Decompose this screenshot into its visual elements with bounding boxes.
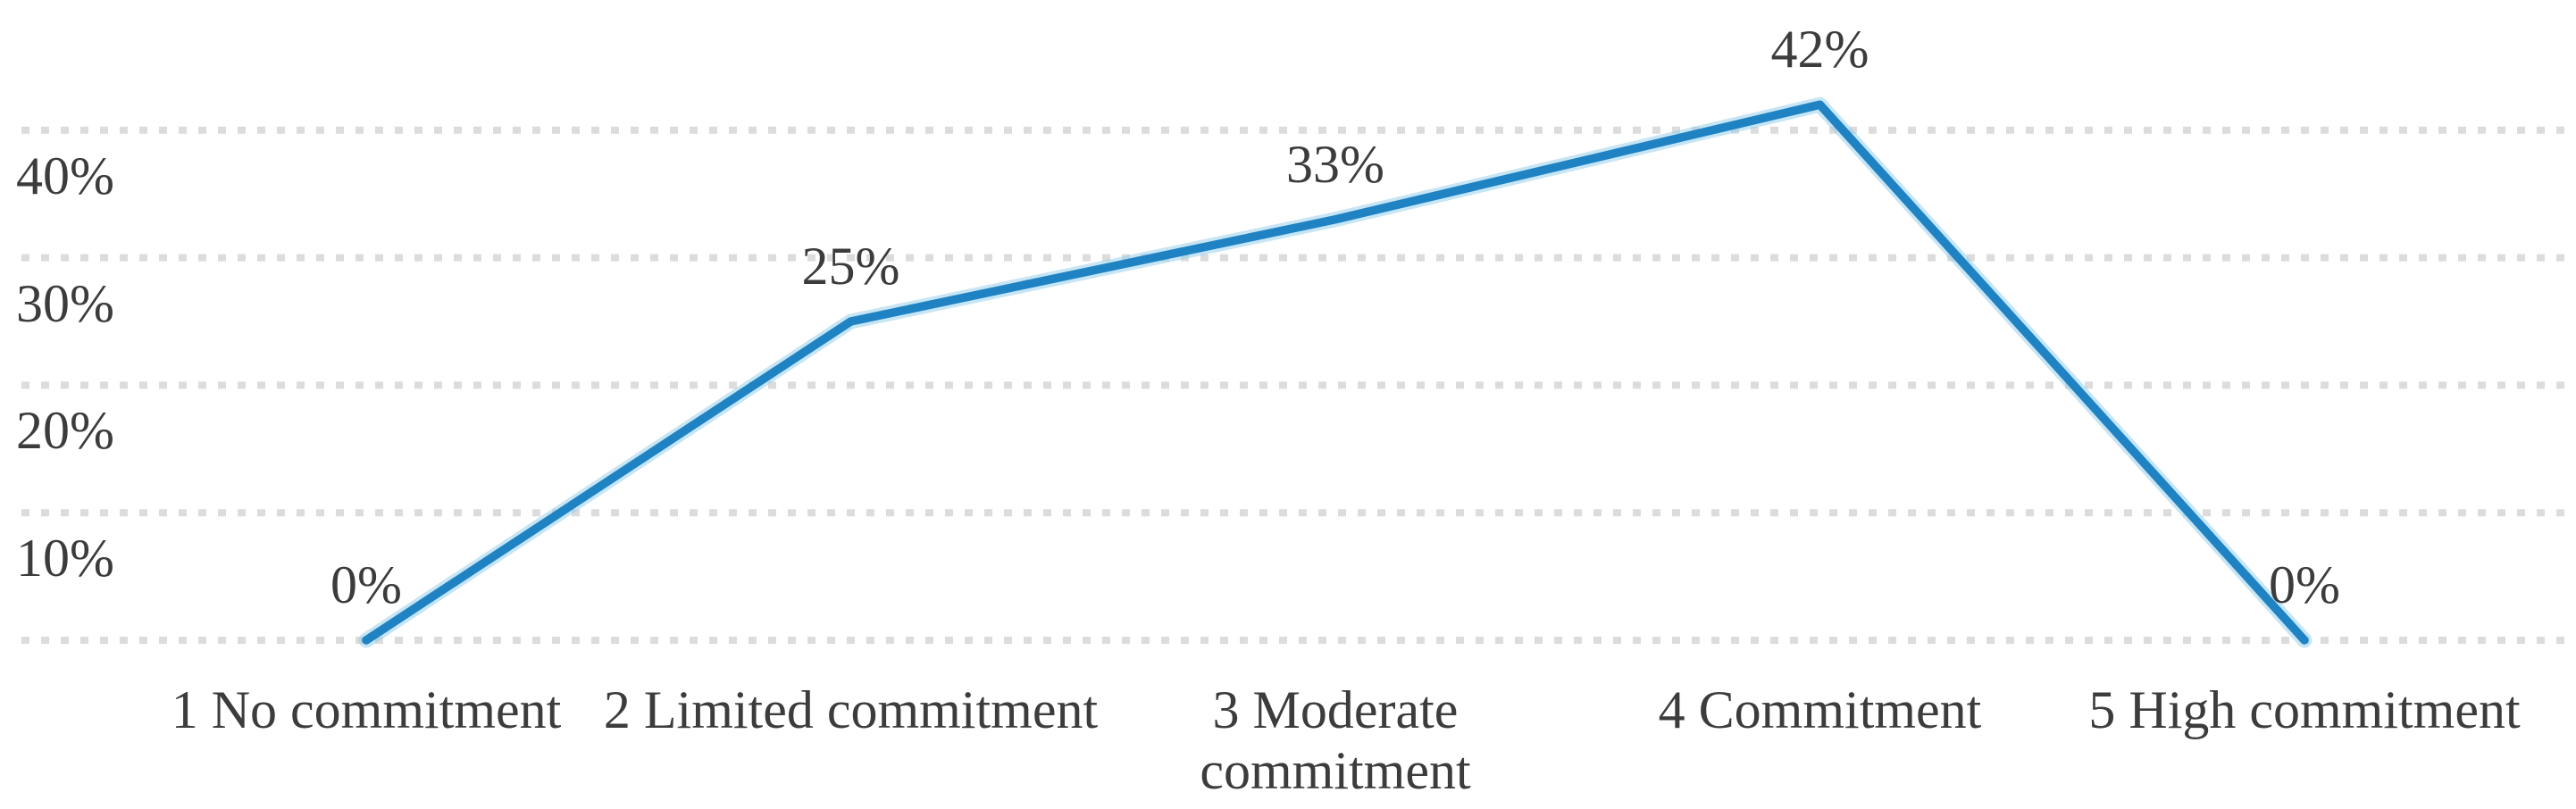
x-axis-category-label: 2 Limited commitment <box>604 680 1098 740</box>
data-label: 42% <box>1770 20 1869 79</box>
x-axis-category-label-line: 3 Moderate <box>1212 680 1459 739</box>
y-axis-tick-label: 10% <box>16 529 114 588</box>
gridlines <box>21 126 2569 644</box>
data-label: 0% <box>2269 555 2340 614</box>
x-axis-category-label: 5 High commitment <box>2088 680 2520 740</box>
x-axis-category-label: 1 No commitment <box>171 680 562 740</box>
x-axis-category-label-line: 2 Limited commitment <box>603 680 1099 739</box>
data-label: 33% <box>1286 134 1384 194</box>
x-axis-category-label-line: 1 No commitment <box>171 680 562 739</box>
x-axis-category-label: 4 Commitment <box>1659 680 1982 740</box>
x-axis-category-label-line: 4 Commitment <box>1658 680 1982 739</box>
x-axis-category-label-line: 5 High commitment <box>2088 680 2521 739</box>
x-axis-category-label: 3 Moderate commitment <box>1200 680 1470 801</box>
x-axis-category-label-line: commitment <box>1200 741 1471 800</box>
data-label: 25% <box>801 237 900 296</box>
y-axis-tick-label: 40% <box>16 146 114 205</box>
data-label: 0% <box>330 555 402 614</box>
y-axis-tick-label: 30% <box>16 273 114 333</box>
series-line <box>362 100 2309 645</box>
y-axis-tick-label: 20% <box>16 401 114 461</box>
